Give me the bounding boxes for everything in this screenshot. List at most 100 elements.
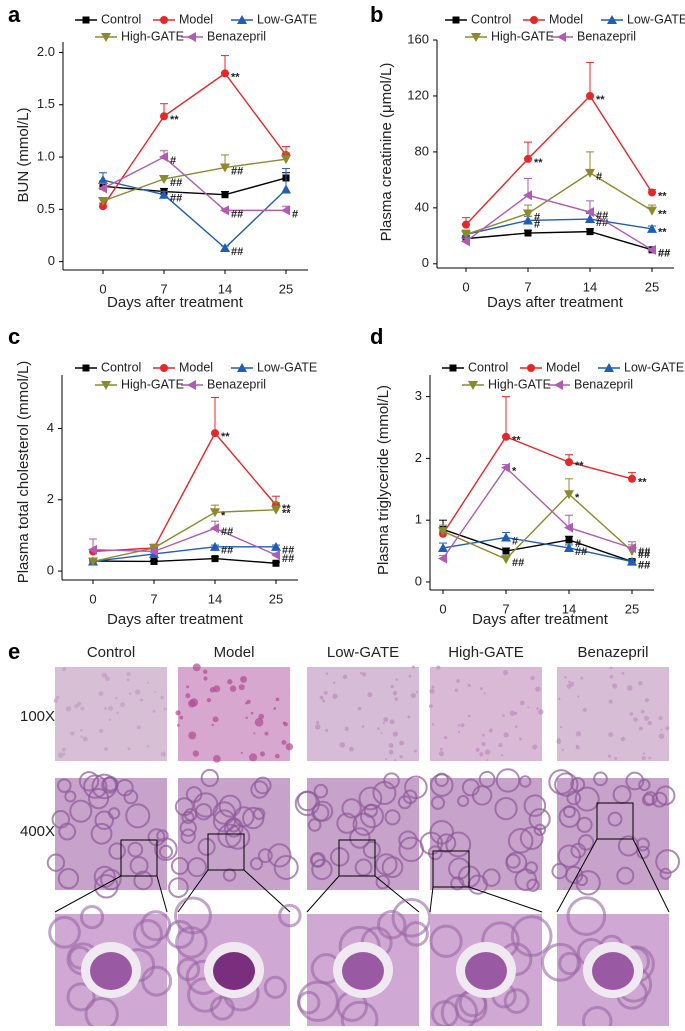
tissue-spot [332, 693, 338, 699]
tissue-spot [390, 685, 394, 689]
marker [281, 155, 291, 165]
marker [461, 230, 471, 240]
series-line [102, 177, 287, 196]
tissue-spot [128, 692, 132, 695]
series-line [465, 194, 653, 251]
tissue-spot [322, 699, 326, 703]
tubule [267, 843, 292, 868]
zoom-line [429, 886, 434, 913]
tissue-spot [438, 751, 445, 757]
x-tick-label: 7 [502, 601, 509, 616]
y-axis-title: Plasma creatinine (μmol/L) [378, 63, 395, 242]
marker [438, 553, 447, 564]
error-bar [502, 396, 510, 437]
tubule [575, 870, 601, 896]
legend-label: Control [471, 12, 511, 26]
tissue-spot [152, 709, 156, 713]
tubule [377, 910, 407, 940]
significance-label: ## [658, 248, 670, 260]
tissue-spot [349, 746, 354, 752]
marker [564, 542, 574, 552]
x-axis-title: Days after treatment [472, 611, 609, 628]
tubule [278, 903, 302, 928]
tissue-spot [385, 758, 388, 761]
tubule [249, 857, 264, 871]
tissue-spot [479, 687, 483, 691]
column-label: Model [214, 644, 255, 661]
marker [221, 69, 229, 78]
tubule [507, 828, 534, 854]
legend-entry: Control [445, 12, 511, 26]
legend-entry: High-GATE [465, 29, 554, 43]
tissue-spot [163, 707, 167, 711]
series-line [102, 158, 287, 202]
tissue-spot [535, 686, 541, 692]
tissue-spot [431, 685, 435, 689]
series-line [92, 527, 277, 556]
tubule [94, 810, 115, 831]
tissue-spot [429, 688, 435, 694]
legend-entry: Model [153, 12, 213, 26]
tubule [372, 780, 397, 805]
marker [557, 32, 566, 42]
tissue-spot [428, 704, 433, 709]
marker [271, 550, 280, 561]
legend-entry: Control [75, 360, 141, 374]
tissue-spot [414, 749, 417, 753]
tubule [540, 942, 580, 982]
marker [88, 557, 98, 567]
tissue-spot [530, 675, 535, 681]
zoom-line [374, 875, 420, 913]
marker [220, 243, 230, 253]
tubule [218, 794, 242, 818]
legend-label: High-GATE [121, 377, 184, 391]
x-tick-label: 14 [208, 591, 222, 606]
tissue-spot [192, 750, 200, 757]
tubule [526, 878, 540, 892]
tubule [445, 831, 472, 858]
tissue-spot [240, 751, 243, 754]
marker [502, 432, 510, 441]
tubule [577, 834, 595, 851]
tissue-spot [410, 692, 416, 699]
marker [271, 541, 281, 551]
marker [281, 184, 291, 194]
marker [523, 209, 533, 219]
tubule [66, 982, 96, 1012]
tubule [430, 773, 454, 797]
marker [530, 16, 538, 24]
glomerulus [465, 952, 507, 990]
tubule [514, 868, 538, 892]
tissue-spot [467, 683, 471, 688]
y-tick-label: 0 [422, 255, 429, 270]
tissue-spot [382, 721, 385, 725]
tissue-spot [537, 709, 544, 715]
legend-label: Control [468, 360, 508, 374]
marker [98, 175, 108, 185]
error-bar [211, 396, 219, 434]
tubule [193, 792, 219, 818]
series-line [442, 536, 633, 563]
tissue-spot [609, 674, 614, 679]
marker [221, 191, 229, 199]
legend-label: Benazepril [207, 29, 266, 43]
x-tick-label: 14 [218, 281, 232, 296]
marker [523, 190, 532, 201]
tissue-spot [611, 683, 618, 689]
significance-label: ## [575, 546, 587, 558]
tissue-spot [82, 736, 88, 742]
legend-entry: Control [75, 12, 141, 26]
tissue-spot [609, 666, 613, 670]
tubule [51, 810, 71, 829]
tissue-spot [206, 698, 212, 703]
legend-entry: Low-GATE [231, 12, 317, 26]
y-tick-label: 4 [47, 420, 54, 435]
significance-label: ## [282, 545, 294, 557]
y-tick-label: 1 [415, 512, 422, 527]
tubule [222, 868, 237, 882]
tissue-spot [104, 706, 107, 710]
tissue-spot [160, 695, 164, 700]
tissue-spot [249, 753, 258, 762]
column-label: Benazepril [578, 644, 649, 661]
tubule [336, 812, 358, 834]
